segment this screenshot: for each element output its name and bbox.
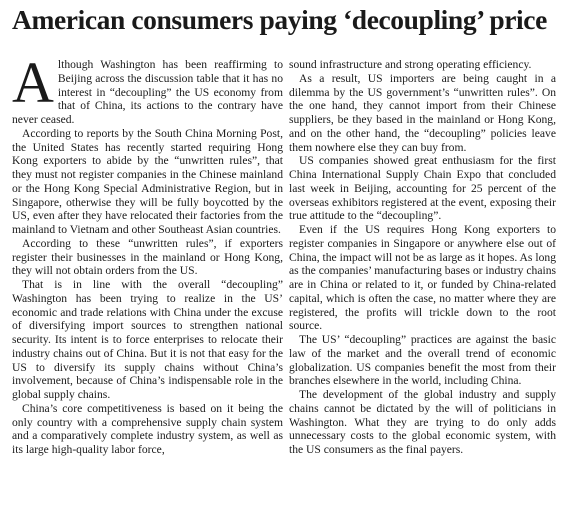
paragraph: The development of the global industry a… <box>289 388 556 456</box>
paragraph: China’s core competitiveness is based on… <box>12 401 283 456</box>
paragraph: As a result, US importers are being caug… <box>289 71 556 154</box>
column: sound infrastructure and strong operatin… <box>289 58 556 457</box>
paragraph: According to reports by the South China … <box>12 126 283 236</box>
drop-cap: A <box>12 50 54 115</box>
paragraph: US companies showed great enthusiasm for… <box>289 154 556 223</box>
paragraph: sound infrastructure and strong operatin… <box>289 58 532 71</box>
paragraph: According to these “unwritten rules”, if… <box>12 236 283 278</box>
paragraph-text: lthough Washington has been reaffirming … <box>12 58 283 126</box>
paragraph: Even if the US requires Hong Kong export… <box>289 223 556 333</box>
paragraph: The US’ “decoupling” practices are again… <box>289 333 556 388</box>
headline: American consumers paying ‘decoupling’ p… <box>12 4 547 35</box>
paragraph: That is in line with the overall “decoup… <box>12 278 283 401</box>
